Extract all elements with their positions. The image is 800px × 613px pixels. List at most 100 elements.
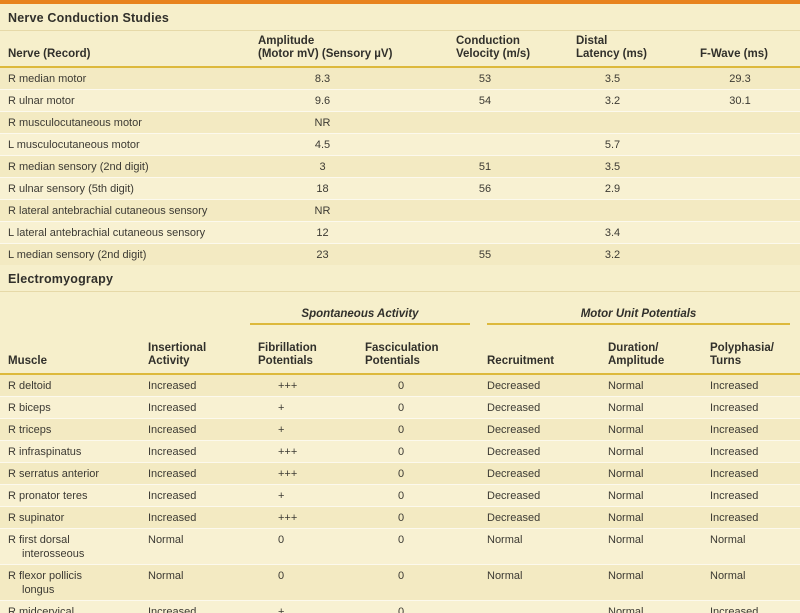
cell-fasciculation: 0 [398,570,405,582]
cell-insertional: Increased [148,512,197,524]
cell-insertional: Normal [148,570,184,582]
cell-fasciculation: 0 [398,468,405,480]
table-row: R ulnar motor 9.6 54 3.2 30.1 [0,89,800,112]
emg-col-header-polyphasia-turns: Polyphasia/ Turns [700,338,800,375]
cell-polyphasia: Increased [710,402,759,414]
table-row: R biceps Increased +0 Decreased Normal Increa… [0,396,800,419]
cell-duration: Normal [608,402,644,414]
cell-fasciculation: 0 [398,606,405,613]
electromyography-table: Spontaneous Activity Motor Unit Potentia… [0,292,800,613]
cell-dl: 2.9 [604,183,621,195]
cell-nerve: L lateral antebrachial cutaneous sensory [8,227,206,239]
cell-duration: Normal [608,570,644,582]
emg-col-header-fibrillation-potentials: Fibrillation Potentials [250,338,355,375]
cell-fasciculation: 0 [398,490,405,502]
cell-polyphasia: Increased [710,446,759,458]
cell-fwave [680,112,800,134]
cell-muscle: R first dorsal interosseous [8,534,85,560]
emg-header-row: Muscle Insertional Activity Fibrillation… [0,338,800,375]
cell-fibrillation: +++ [278,512,298,524]
ncs-section-title: Nerve Conduction Studies [8,11,170,25]
ncs-col-header-f-wave: F-Wave (ms) [680,31,800,68]
cell-muscle: R biceps [8,402,51,414]
cell-polyphasia: Increased [710,490,759,502]
emg-col-header-duration-amplitude: Duration/ Amplitude [595,338,700,375]
table-row: R ulnar sensory (5th digit) 18 56 2.9 [0,177,800,200]
emg-group-header-spontaneous: Spontaneous Activity [250,292,475,338]
cell-recruitment: Decreased [487,446,541,458]
cell-duration: Normal [608,534,644,546]
cell-cv [440,222,560,244]
cell-recruitment: Decreased [487,380,541,392]
cell-cv: 53 [478,73,492,85]
cell-duration: Normal [608,512,644,524]
cell-polyphasia: Increased [710,380,759,392]
cell-muscle: R serratus anterior [8,468,100,480]
cell-dl: 5.7 [604,139,621,151]
table-row: R supinator Increased +++ 0 Decreased Normal I… [0,506,800,529]
emg-title-divider [0,291,800,292]
cell-cv: 55 [478,249,492,261]
cell-recruitment: Decreased [487,490,541,502]
cell-polyphasia: Increased [710,424,759,436]
cell-nerve: R ulnar motor [8,95,75,107]
table-row: R flexor pollicis longus Normal 0 0 Normal No… [0,564,800,601]
cell-polyphasia: Normal [710,570,746,582]
cell-insertional: Increased [148,402,197,414]
cell-fasciculation: 0 [398,424,405,436]
cell-dl: 3.2 [604,95,621,107]
cell-recruitment: Decreased [487,468,541,480]
table-row: L musculocutaneous motor 4.5 5.7 [0,133,800,156]
cell-polyphasia: Increased [710,468,759,480]
cell-amplitude: 3 [319,161,326,173]
cell-fwave [680,200,800,222]
emg-section-title: Electromyograpy [8,272,114,286]
cell-polyphasia: Normal [710,534,746,546]
cell-fasciculation: 0 [398,446,405,458]
emg-group-header-spacer [0,292,250,338]
cell-nerve: L musculocutaneous motor [8,139,140,151]
cell-fasciculation: 0 [398,380,405,392]
emg-col-header-insertional-activity: Insertional Activity [140,338,250,375]
cell-insertional: Increased [148,490,197,502]
emg-col-header-fasciculation-potentials: Fasciculation Potentials [355,338,475,375]
cell-recruitment: Normal [487,570,523,582]
cell-fibrillation: + [278,490,285,502]
cell-nerve: L median sensory (2nd digit) [8,249,147,261]
cell-dl: 3.5 [604,161,621,173]
cell-fwave [680,222,800,244]
cell-dl [560,112,680,134]
cell-nerve: R musculocutaneous motor [8,117,142,129]
cell-amplitude: 23 [316,249,329,261]
cell-amplitude: 18 [316,183,329,195]
cell-fasciculation: 0 [398,402,405,414]
cell-fasciculation: 0 [398,512,405,524]
cell-cv: 54 [478,95,492,107]
cell-duration: Normal [608,446,644,458]
cell-insertional: Increased [148,424,197,436]
table-row: R serratus anterior Increased +++ 0 Decrease… [0,462,800,485]
cell-insertional: Increased [148,380,197,392]
cell-nerve: R median motor [8,73,87,85]
cell-cv: 56 [478,183,492,195]
cell-recruitment: Decreased [487,512,541,524]
emg-group-header-motor-unit: Motor Unit Potentials [475,292,800,338]
cell-cv [440,112,560,134]
cell-nerve: R lateral antebrachial cutaneous sensory [8,205,208,217]
cell-fwave [680,244,800,266]
cell-duration: Normal [608,490,644,502]
cell-muscle: R midcervical paraspinals [8,606,75,613]
table-row: R pronator teres Increased +0 Decreased Norm… [0,484,800,507]
cell-fibrillation: 0 [278,570,285,582]
table-row: R triceps Increased +0 Decreased Normal Incre… [0,418,800,441]
cell-amplitude: 4.5 [314,139,331,151]
cell-recruitment: Decreased [487,402,541,414]
table-row: R musculocutaneous motor NR [0,111,800,134]
cell-duration: Normal [608,606,644,613]
table-row: R median motor 8.3 53 3.5 29.3 [0,67,800,90]
cell-polyphasia: Increased [710,606,759,613]
cell-fwave: 29.3 [729,73,751,85]
cell-fibrillation: +++ [278,380,298,392]
